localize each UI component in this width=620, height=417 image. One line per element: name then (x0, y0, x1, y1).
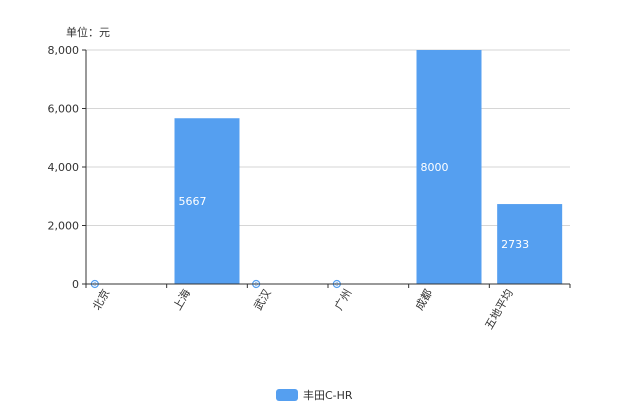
x-tick-label: 成都 (413, 287, 435, 313)
bar-data-label: 0 (93, 282, 97, 288)
y-axis-tick-labels: 0 2,000 4,000 6,000 8,000 (48, 44, 80, 291)
bar[interactable] (174, 118, 240, 284)
bar-data-label: 0 (335, 282, 339, 288)
bar[interactable] (416, 50, 482, 284)
bars: 0 5667 0 0 8000 2733 (90, 50, 563, 288)
bar-data-label: 2733 (501, 238, 529, 251)
legend-swatch[interactable] (276, 389, 298, 401)
bar-data-label: 0 (254, 282, 258, 288)
x-tick-label: 北京 (89, 287, 112, 313)
x-tick-label: 广州 (332, 287, 354, 313)
y-tick-label: 2,000 (48, 220, 80, 233)
y-tick-label: 6,000 (48, 103, 80, 116)
bar-data-label: 5667 (179, 195, 207, 208)
legend-label[interactable]: 丰田C-HR (303, 389, 353, 402)
x-tick-label: 上海 (170, 287, 193, 313)
x-axis-tick-labels: 北京 上海 武汉 广州 成都 五地平均 (89, 287, 515, 332)
unit-label: 单位：元 (66, 25, 110, 39)
x-tick-label: 五地平均 (483, 287, 516, 332)
axes (82, 49, 571, 288)
bar[interactable] (497, 204, 563, 284)
legend[interactable]: 丰田C-HR (276, 389, 353, 402)
y-tick-label: 0 (72, 278, 79, 291)
y-tick-label: 8,000 (48, 44, 80, 57)
bar-data-label: 8000 (421, 161, 449, 174)
y-tick-label: 4,000 (48, 161, 80, 174)
x-tick-label: 武汉 (252, 287, 274, 313)
grid-lines (86, 49, 570, 226)
